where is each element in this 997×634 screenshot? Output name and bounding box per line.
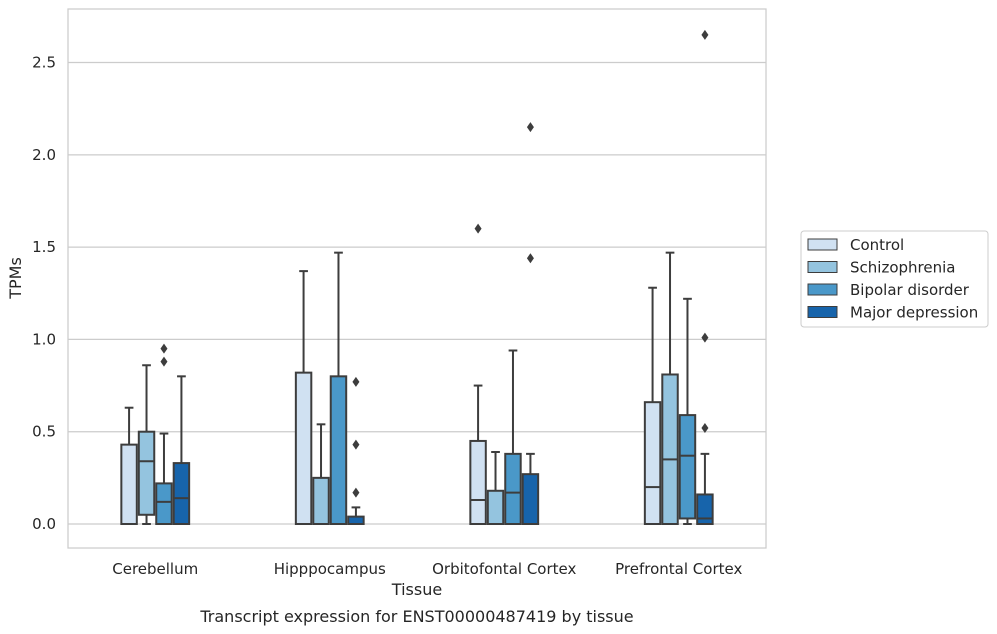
- plot-frame: [67, 8, 767, 549]
- x-tick-labels: Cerebellum Hipppocampus Orbitofontal Corte…: [112, 560, 742, 578]
- x-tick-label: Orbitofontal Cortex: [432, 560, 576, 578]
- y-tick-label: 2.0: [32, 146, 56, 164]
- box-body: [347, 515, 365, 526]
- outlier-point: [701, 29, 709, 40]
- outlier-point: [474, 223, 482, 234]
- legend-label: Major depression: [850, 304, 978, 322]
- outlier-point: [526, 122, 534, 133]
- outlier-point: [526, 253, 534, 264]
- y-tick-label: 0.0: [32, 515, 56, 533]
- outlier-point: [352, 439, 360, 450]
- box-control: [120, 406, 138, 526]
- outlier-point: [352, 376, 360, 387]
- box-major-depression: [696, 29, 714, 526]
- outlier-point: [160, 356, 168, 367]
- legend-label: Schizophrenia: [850, 259, 955, 277]
- box-body: [137, 430, 156, 516]
- outlier-point: [701, 332, 709, 343]
- x-tick-label: Hipppocampus: [274, 560, 386, 578]
- box-body: [661, 373, 679, 526]
- box-body: [469, 439, 487, 526]
- box-bipolar-disorder: [329, 251, 348, 526]
- figure-caption: Transcript expression for ENST0000048741…: [199, 607, 633, 626]
- y-tick-label: 0.5: [32, 423, 56, 441]
- x-tick-label: Prefrontal Cortex: [615, 560, 742, 578]
- outlier-point: [160, 343, 168, 354]
- box-schizophrenia: [137, 364, 156, 526]
- outlier-point: [352, 487, 360, 498]
- box-control: [643, 286, 662, 526]
- legend: Control Schizophrenia Bipolar disorder Majo…: [800, 230, 989, 328]
- box-control: [294, 270, 313, 526]
- box-body: [504, 452, 522, 526]
- box-major-depression: [172, 375, 191, 526]
- legend-label: Bipolar disorder: [850, 281, 970, 299]
- box-body: [643, 401, 662, 526]
- outlier-point: [701, 423, 709, 434]
- legend-swatch: [807, 261, 838, 273]
- y-tick-labels: 0.0 0.5 1.0 1.5 2.0 2.5: [32, 54, 56, 533]
- box-bipolar-disorder: [678, 297, 697, 526]
- box-body: [486, 489, 505, 526]
- box-major-depression: [521, 122, 540, 526]
- box-schizophrenia: [661, 251, 679, 526]
- y-axis-title: TPMs: [6, 257, 25, 300]
- box-bipolar-disorder: [155, 343, 173, 526]
- box-schizophrenia: [486, 451, 505, 526]
- y-tick-label: 1.0: [32, 330, 56, 348]
- box-bipolar-disorder: [504, 349, 522, 526]
- box-body: [120, 443, 138, 526]
- box-body: [696, 493, 714, 526]
- y-tick-label: 2.5: [32, 54, 56, 72]
- box-body: [172, 462, 191, 526]
- legend-swatch: [807, 306, 838, 318]
- box-control: [469, 223, 487, 526]
- legend-swatch: [807, 238, 838, 251]
- box-body: [678, 414, 697, 520]
- y-tick-label: 1.5: [32, 238, 56, 256]
- box-series: [120, 29, 714, 526]
- box-body: [312, 476, 330, 526]
- box-body: [294, 371, 313, 526]
- x-tick-label: Cerebellum: [112, 560, 198, 578]
- box-body: [155, 482, 173, 526]
- legend-label: Control: [850, 236, 904, 254]
- box-body: [521, 473, 540, 526]
- x-axis-title: Tissue: [391, 580, 442, 599]
- box-body: [329, 375, 348, 526]
- box-major-depression: [347, 376, 365, 526]
- legend-swatch: [807, 283, 838, 296]
- box-schizophrenia: [312, 423, 330, 526]
- legend-frame: [800, 230, 989, 328]
